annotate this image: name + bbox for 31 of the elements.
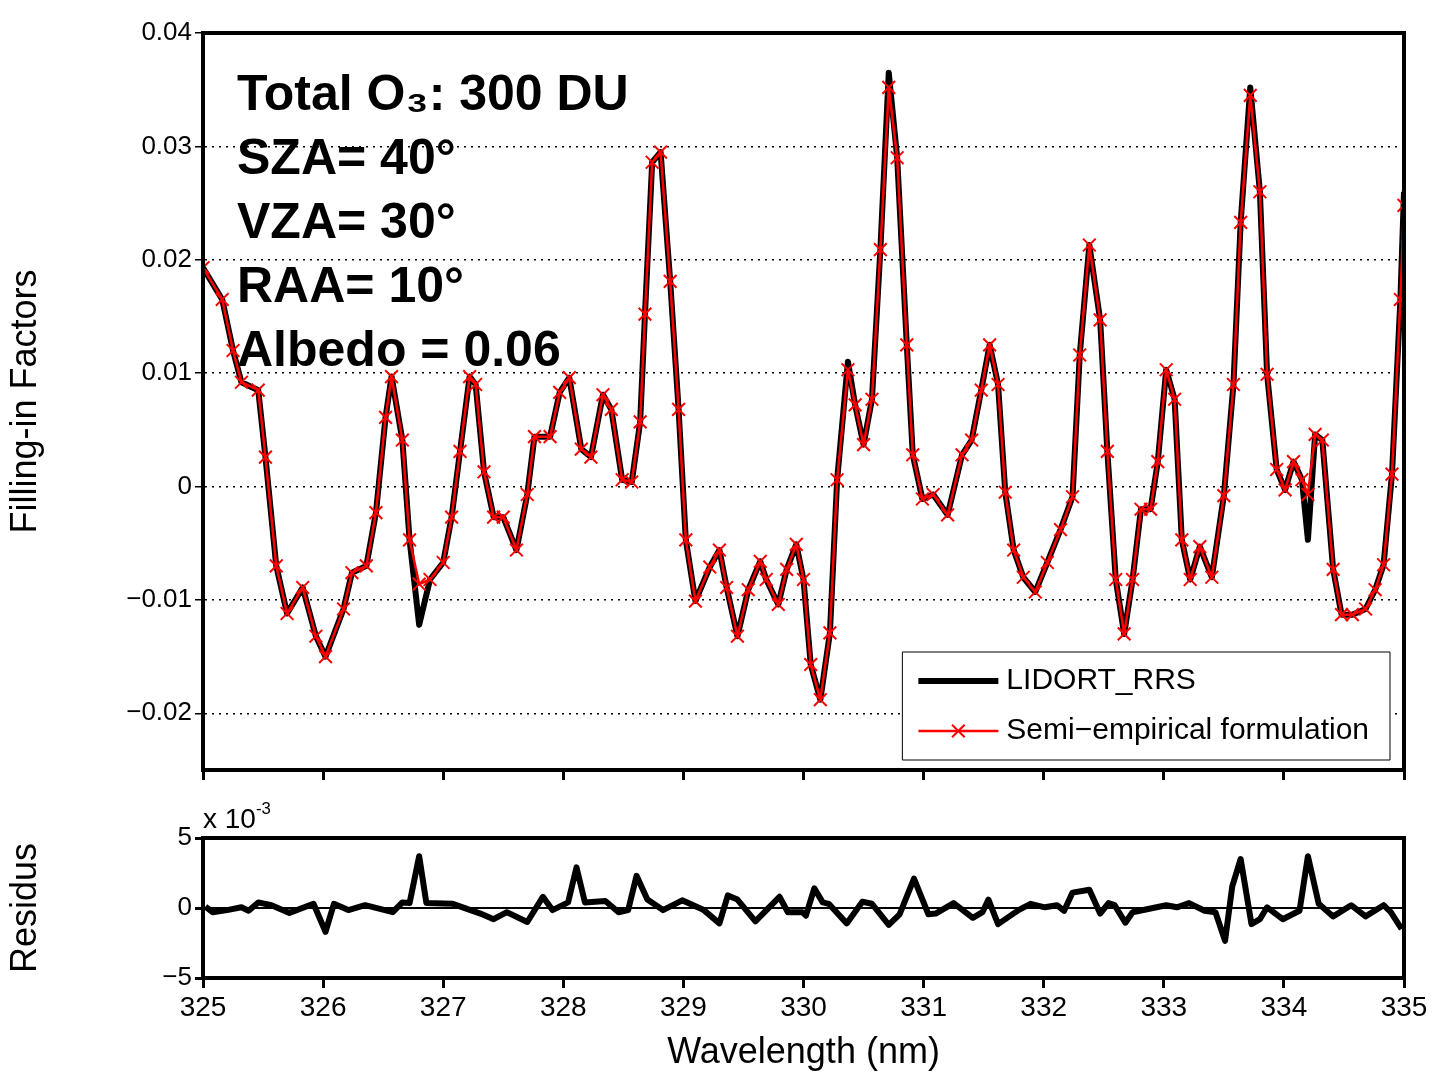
annotation: VZA= 30° bbox=[237, 193, 456, 249]
annotation: Total O₃: 300 DU bbox=[237, 65, 629, 121]
x-tick-label: 328 bbox=[539, 990, 587, 1022]
y-axis-title: Filling-in Factors bbox=[2, 269, 44, 534]
y-tick-label: 0.03 bbox=[141, 129, 192, 160]
x-tick-label: 329 bbox=[660, 990, 707, 1022]
x-tick-label: 331 bbox=[900, 990, 947, 1022]
y-axis-title: Residus bbox=[2, 842, 44, 974]
annotation: RAA= 10° bbox=[237, 257, 465, 313]
y-tick-label: 0.01 bbox=[141, 356, 192, 387]
x-tick-label: 334 bbox=[1260, 990, 1308, 1022]
y-tick-label: 0.04 bbox=[141, 16, 192, 47]
y-tick-label: 0 bbox=[177, 891, 192, 922]
y-tick-label: 5 bbox=[177, 821, 192, 852]
legend-label: Semi−empirical formulation bbox=[1006, 712, 1369, 746]
x-tick-label: 326 bbox=[299, 990, 347, 1022]
x-tick-label: 330 bbox=[780, 990, 827, 1022]
legend-label: LIDORT_RRS bbox=[1006, 662, 1196, 696]
annotation: Albedo = 0.06 bbox=[237, 321, 561, 377]
y-tick-label: −0.01 bbox=[126, 583, 192, 614]
x-tick-label: 325 bbox=[179, 990, 227, 1022]
annotation: SZA= 40° bbox=[237, 129, 456, 185]
y-tick-label: 0.02 bbox=[141, 242, 192, 273]
x-tick-label: 332 bbox=[1020, 990, 1068, 1022]
y-tick-label: −5 bbox=[162, 961, 192, 992]
y-tick-label: 0 bbox=[177, 469, 192, 500]
x-tick-label: 333 bbox=[1140, 990, 1188, 1022]
x-tick-label: 335 bbox=[1380, 990, 1428, 1022]
x-axis-title: Wavelength (nm) bbox=[667, 1030, 940, 1072]
x-tick-label: 327 bbox=[419, 990, 467, 1022]
y-tick-label: −0.02 bbox=[126, 696, 192, 727]
